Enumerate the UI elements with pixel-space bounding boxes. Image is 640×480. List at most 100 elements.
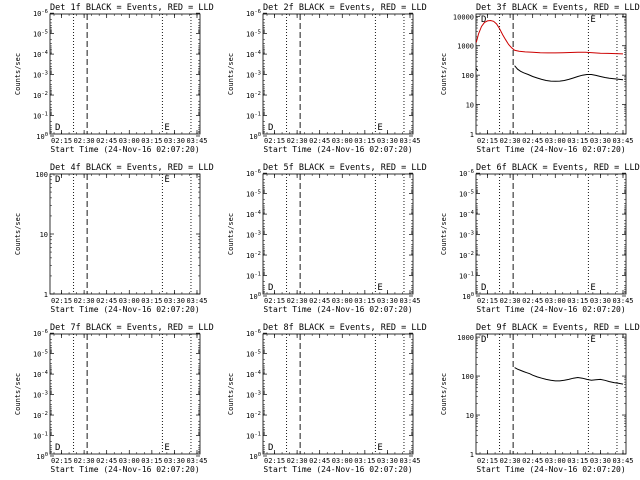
x-tick-label: 02:45 [309, 297, 330, 305]
x-tick-label: 03:15 [567, 297, 588, 305]
x-tick-label: 02:30 [287, 297, 308, 305]
plot-frame [49, 333, 201, 455]
y-tick-label: 100 [249, 292, 261, 301]
panel-title: Det 7f BLACK = Events, RED = LLD [50, 323, 214, 333]
event-annotation: E [377, 443, 382, 453]
x-tick-label: 02:15 [264, 297, 285, 305]
y-tick-label: 10-4 [33, 50, 49, 59]
x-tick-label: 02:15 [477, 137, 498, 145]
x-tick-label: 03:15 [141, 137, 162, 145]
x-tick-label: 03:15 [567, 137, 588, 145]
panel-title: Det 6f BLACK = Events, RED = LLD [476, 163, 640, 173]
x-tick-label: 02:45 [96, 137, 117, 145]
y-tick-label: 10 [466, 412, 474, 420]
event-annotation: E [590, 335, 595, 345]
panel-4: Det 4f BLACK = Events, RED = LLD 1 10 100 02… [14, 163, 214, 314]
y-axis-label: Counts/sec [227, 53, 235, 95]
x-tick-label: 03:30 [590, 297, 611, 305]
panel-3: Det 3f BLACK = Events, RED = LLD 1 10 100 10… [440, 3, 640, 154]
y-tick-label: 10-5 [246, 190, 261, 199]
x-tick-label: 03:15 [567, 457, 588, 465]
x-axis-label: Start Time (24-Nov-16 02:07:20) [50, 465, 199, 474]
y-tick-label: 10-5 [459, 190, 474, 199]
y-axis-label: Counts/sec [14, 373, 22, 415]
x-tick-label: 02:15 [477, 457, 498, 465]
x-tick-label: 03:00 [119, 457, 140, 465]
y-tick-label: 10-6 [246, 9, 261, 18]
x-tick-label: 02:15 [477, 297, 498, 305]
x-tick-label: 03:30 [377, 457, 398, 465]
y-tick-label: 10-3 [33, 71, 48, 80]
x-tick-label: 02:30 [287, 137, 308, 145]
event-annotation: E [164, 443, 169, 453]
x-tick-label: 02:30 [287, 457, 308, 465]
plot-frame [262, 13, 414, 135]
y-tick-label: 1000 [457, 43, 474, 51]
y-tick-label: 10 [466, 102, 474, 110]
series-line-0-segment-0 [514, 367, 624, 385]
plot-frame [475, 13, 627, 135]
x-tick-label: 03:45 [612, 457, 633, 465]
y-tick-label: 10-1 [246, 112, 261, 121]
x-tick-label: 03:30 [164, 297, 185, 305]
plot-frame [262, 173, 414, 295]
x-tick-label: 02:15 [51, 297, 72, 305]
y-tick-label: 10-5 [33, 30, 48, 39]
x-tick-label: 03:30 [377, 137, 398, 145]
y-tick-label: 10-4 [33, 370, 49, 379]
x-tick-label: 03:45 [186, 457, 207, 465]
x-axis-label: Start Time (24-Nov-16 02:07:20) [476, 305, 625, 314]
plot-frame [262, 333, 414, 455]
event-annotation: D [55, 175, 60, 185]
series-line-1-segment-1 [514, 65, 624, 82]
x-tick-label: 03:15 [141, 457, 162, 465]
x-tick-label: 03:45 [612, 297, 633, 305]
y-tick-label: 1 [470, 451, 474, 459]
x-tick-label: 03:45 [399, 457, 420, 465]
x-tick-label: 03:45 [399, 297, 420, 305]
y-tick-label: 10 [40, 231, 48, 239]
y-tick-label: 10-5 [246, 350, 261, 359]
x-tick-label: 02:30 [74, 457, 95, 465]
y-tick-label: 100 [35, 171, 48, 179]
x-tick-label: 03:30 [377, 297, 398, 305]
y-tick-label: 100 [462, 292, 474, 301]
x-tick-label: 03:00 [332, 297, 353, 305]
x-tick-label: 02:30 [500, 137, 521, 145]
x-tick-label: 02:45 [522, 137, 543, 145]
y-axis-label: Counts/sec [440, 53, 448, 95]
x-tick-label: 03:00 [119, 297, 140, 305]
x-tick-label: 02:30 [74, 297, 95, 305]
panel-title: Det 1f BLACK = Events, RED = LLD [50, 3, 214, 13]
y-tick-label: 10-4 [246, 370, 262, 379]
x-tick-label: 03:45 [399, 137, 420, 145]
panel-6: Det 6f BLACK = Events, RED = LLD 100 10-1 1… [440, 163, 640, 314]
y-tick-label: 10-3 [246, 391, 261, 400]
x-tick-label: 02:45 [309, 457, 330, 465]
event-annotation: E [164, 175, 169, 185]
y-tick-label: 10-2 [246, 251, 261, 260]
x-tick-label: 03:00 [545, 297, 566, 305]
x-axis-label: Start Time (24-Nov-16 02:07:20) [263, 305, 412, 314]
y-tick-label: 10-4 [459, 210, 475, 219]
y-tick-label: 10-1 [246, 272, 261, 281]
plot-frame [475, 173, 627, 295]
event-annotation: E [164, 123, 169, 133]
y-tick-label: 1 [44, 291, 48, 299]
x-tick-label: 02:15 [264, 457, 285, 465]
event-annotation: E [590, 15, 595, 25]
panel-title: Det 8f BLACK = Events, RED = LLD [263, 323, 427, 333]
y-tick-label: 100 [461, 373, 474, 381]
y-tick-label: 10-1 [459, 272, 474, 281]
panel-2: Det 2f BLACK = Events, RED = LLD 100 10-1 1… [227, 3, 427, 154]
x-tick-label: 03:30 [590, 137, 611, 145]
event-annotation: E [377, 123, 382, 133]
y-tick-label: 10-2 [246, 411, 261, 420]
y-tick-label: 1000 [457, 334, 474, 342]
x-tick-label: 03:00 [545, 137, 566, 145]
y-axis-label: Counts/sec [14, 53, 22, 95]
x-axis-label: Start Time (24-Nov-16 02:07:20) [263, 145, 412, 154]
y-tick-label: 100 [36, 132, 48, 141]
y-tick-label: 100 [249, 132, 261, 141]
x-tick-label: 03:00 [545, 457, 566, 465]
